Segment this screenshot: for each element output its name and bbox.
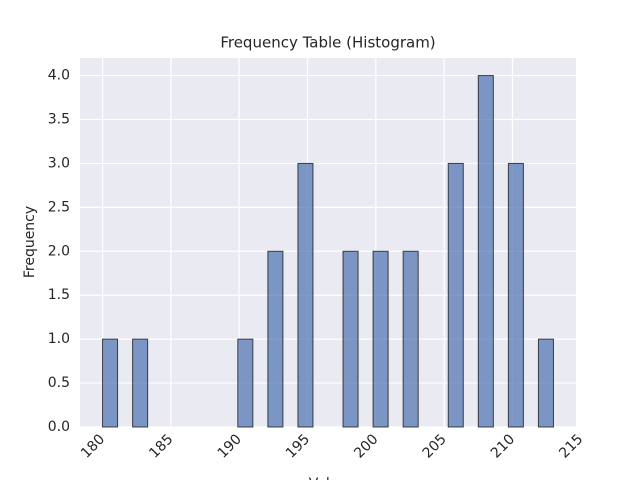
x-tick-label: 195 <box>283 431 313 461</box>
y-axis-label: Frequency <box>22 206 38 278</box>
bar <box>342 250 359 428</box>
bar <box>102 338 119 428</box>
bar <box>237 338 254 428</box>
y-tick-label: 2.5 <box>48 199 70 215</box>
y-tick-label: 3.0 <box>48 155 70 171</box>
y-tick-label: 4.0 <box>48 68 70 84</box>
bar <box>132 338 149 428</box>
bar <box>507 162 524 428</box>
x-tick-label: 190 <box>215 431 245 461</box>
bar <box>447 162 464 428</box>
plot-area <box>80 58 576 427</box>
x-tick-label: 180 <box>78 431 108 461</box>
y-tick-label: 2.0 <box>48 243 70 259</box>
bar <box>402 250 419 428</box>
x-axis-label: Value <box>309 476 347 480</box>
y-tick-label: 0.5 <box>48 375 70 391</box>
y-tick-label: 1.5 <box>48 287 70 303</box>
y-tick-label: 0.0 <box>48 419 70 435</box>
y-tick-label: 3.5 <box>48 112 70 128</box>
bar <box>372 250 389 428</box>
bar <box>297 162 314 428</box>
bar <box>267 250 284 428</box>
x-tick-label: 200 <box>351 431 381 461</box>
x-tick-label: 210 <box>488 431 518 461</box>
y-tick-label: 1.0 <box>48 331 70 347</box>
bar <box>537 338 554 428</box>
x-tick-label: 205 <box>420 431 450 461</box>
x-tick-label: 215 <box>556 431 586 461</box>
x-tick-label: 185 <box>146 431 176 461</box>
bar <box>477 75 494 428</box>
chart-title: Frequency Table (Histogram) <box>220 34 435 52</box>
